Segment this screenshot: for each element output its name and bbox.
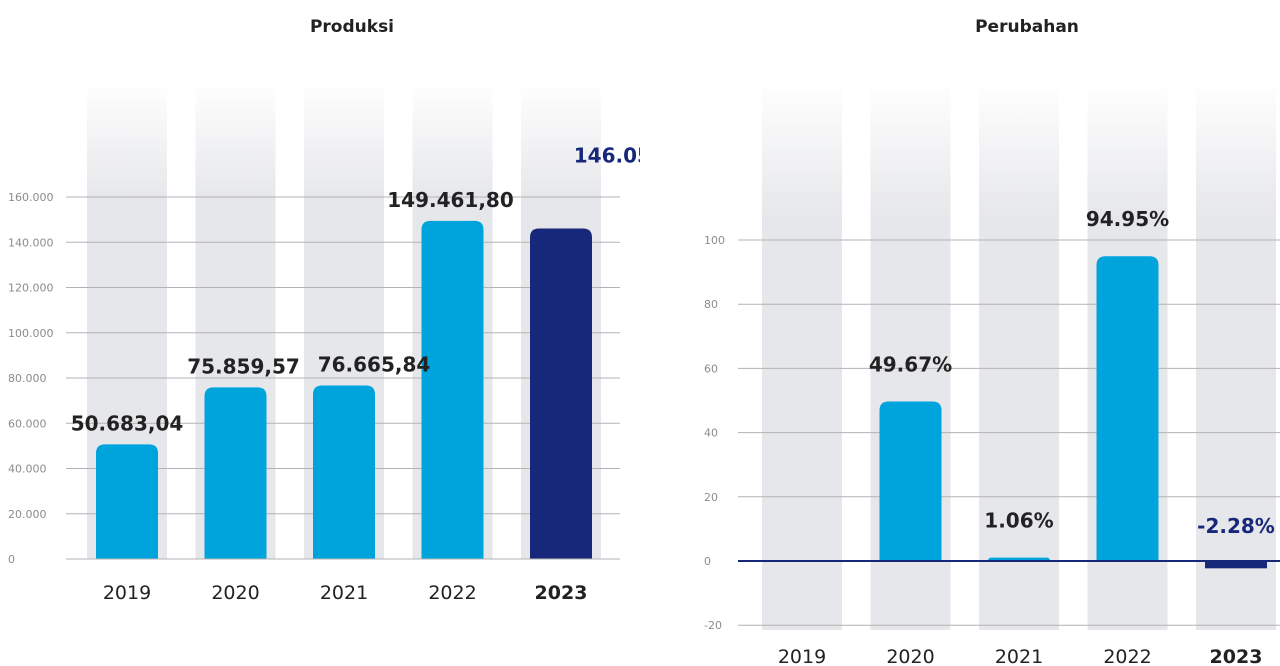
bar — [879, 401, 942, 561]
x-category-label: 2019 — [778, 646, 826, 666]
x-category-label: 2020 — [211, 582, 259, 604]
y-tick-label: 140.000 — [8, 236, 54, 249]
background-column — [1196, 80, 1276, 630]
data-label: 49.67% — [869, 353, 952, 377]
bar — [1205, 561, 1267, 569]
bar — [1096, 256, 1159, 561]
y-tick-label: 40 — [704, 427, 718, 440]
x-category-label: 2020 — [886, 646, 934, 666]
data-label: 50.683,04 — [71, 411, 184, 435]
data-label: 149.461,80 — [387, 188, 514, 212]
data-label: 146.056,76 — [574, 144, 640, 168]
y-tick-label: -20 — [704, 619, 722, 632]
bar — [204, 387, 267, 559]
produksi-chart: 0 20.000 40.000 60.000 80.000 100.000 120.000 1… — [8, 17, 640, 604]
y-tick-label: 80 — [704, 298, 718, 311]
x-category-label: 2021 — [320, 582, 368, 604]
y-tick-label: 120.000 — [8, 282, 54, 295]
data-label: 1.06% — [984, 509, 1053, 533]
x-category-label: 2022 — [1103, 646, 1151, 666]
bar — [530, 228, 592, 560]
x-category-label: 2022 — [428, 582, 476, 604]
data-label: -2.28% — [1197, 514, 1275, 538]
x-category-label: 2021 — [995, 646, 1043, 666]
bar — [313, 385, 375, 559]
y-tick-label: 60.000 — [8, 417, 47, 430]
perubahan-chart: -20 0 20 40 60 80 100 49.67% 1.06% 94.95% -2.28% 20… — [704, 17, 1280, 666]
x-category-label: 2023 — [535, 582, 588, 604]
data-label: 75.859,57 — [187, 354, 300, 378]
background-column — [762, 80, 842, 630]
chart-title: Produksi — [310, 17, 394, 37]
background-column — [979, 80, 1059, 630]
data-label: 94.95% — [1086, 207, 1169, 231]
x-category-label: 2019 — [103, 582, 151, 604]
y-tick-label: 20 — [704, 491, 718, 504]
y-tick-label: 0 — [704, 555, 711, 568]
y-tick-label: 0 — [8, 553, 15, 566]
y-tick-label: 40.000 — [8, 463, 47, 476]
data-label: 76.665,84 — [318, 353, 431, 377]
y-tick-label: 100.000 — [8, 327, 54, 340]
y-tick-label: 80.000 — [8, 372, 47, 385]
y-tick-label: 60 — [704, 362, 718, 375]
y-tick-label: 160.000 — [8, 191, 54, 204]
chart-title: Perubahan — [975, 17, 1079, 37]
x-category-label: 2023 — [1210, 646, 1263, 666]
bar — [96, 444, 158, 559]
y-tick-label: 20.000 — [8, 508, 47, 521]
bar — [421, 220, 484, 559]
y-tick-label: 100 — [704, 234, 725, 247]
